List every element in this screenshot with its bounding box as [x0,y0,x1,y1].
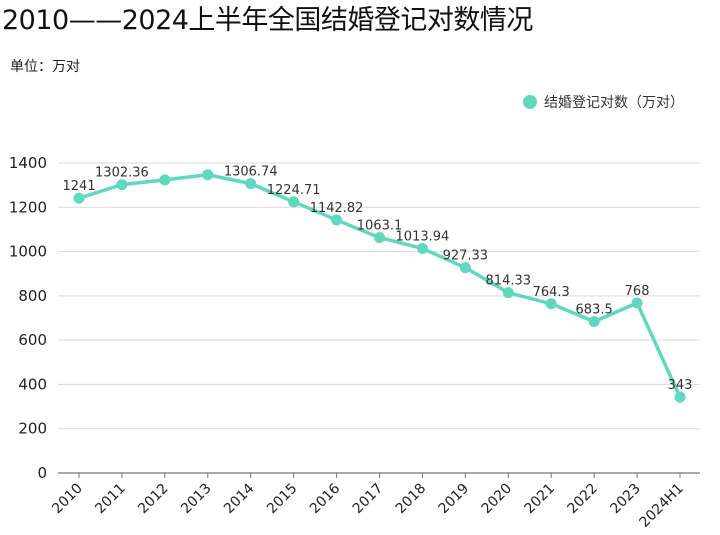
data-label: 1063.1 [357,219,403,234]
data-label: 1142.82 [310,201,364,216]
data-point [159,174,171,186]
x-tick-label: 2014 [221,480,258,517]
x-tick-label: 2019 [436,481,473,518]
data-point [416,242,428,254]
data-label: 768 [625,284,650,299]
y-tick-label: 1200 [9,198,47,216]
x-tick-label: 2022 [564,481,601,518]
x-tick-label: 2021 [522,481,559,518]
x-tick-label: 2013 [178,481,215,518]
y-tick-label: 1000 [9,243,47,261]
data-point [245,178,257,190]
x-tick-label: 2020 [479,481,516,518]
data-point [459,262,471,274]
data-point [502,287,514,299]
series-line [77,172,682,399]
x-tick-label: 2018 [393,481,430,518]
y-tick-label: 600 [18,331,47,349]
data-point [631,297,643,309]
x-tick-label: 2010 [49,481,86,518]
data-label: 1224.71 [267,183,321,198]
data-point [588,316,600,328]
chart-title: 2010——2024上半年全国结婚登记对数情况 [2,5,533,36]
y-tick-label: 800 [18,287,47,305]
data-point [202,169,214,181]
data-label: 683.5 [576,303,613,318]
x-tick-label: 2012 [135,481,172,518]
x-tick-label: 2024H1 [637,481,687,531]
data-point [116,179,128,191]
y-tick-label: 0 [37,464,47,482]
legend-label: 结婚登记对数（万对） [544,95,684,111]
data-label: 927.33 [443,249,489,264]
data-label: 1013.94 [396,229,450,244]
y-tick-label: 200 [18,420,47,438]
y-tick-label: 1400 [9,154,47,172]
data-label: 343 [668,378,693,393]
x-tick-label: 2023 [607,481,644,518]
x-tick-label: 2015 [264,481,301,518]
data-points [73,169,686,403]
y-tick-label: 400 [18,375,47,393]
data-point [545,298,557,310]
data-point [374,232,385,244]
gridlines [58,162,700,430]
data-point [674,391,686,403]
x-tick-label: 2016 [307,480,344,517]
x-tick-label: 2017 [350,481,387,518]
x-tick-label: 2011 [92,481,129,518]
data-label: 814.33 [486,274,532,289]
data-label: 1306.74 [224,165,278,180]
series-line-path [77,172,682,399]
data-label: 1241 [62,179,95,194]
x-axis: 2010 2011 2012 2013 2014 2015 2016 2017 2018 2019… [49,472,700,531]
y-axis-ticks: 0 200 400 600 800 1000 1200 1400 [9,154,47,482]
data-point [288,196,300,208]
legend-marker-icon [523,95,537,109]
data-point [73,192,85,204]
data-label: 764.3 [533,285,570,300]
legend: 结婚登记对数（万对） [523,92,684,112]
data-label: 1302.36 [95,166,149,181]
chart-subtitle: 单位：万对 [10,59,80,75]
data-point [331,214,343,226]
